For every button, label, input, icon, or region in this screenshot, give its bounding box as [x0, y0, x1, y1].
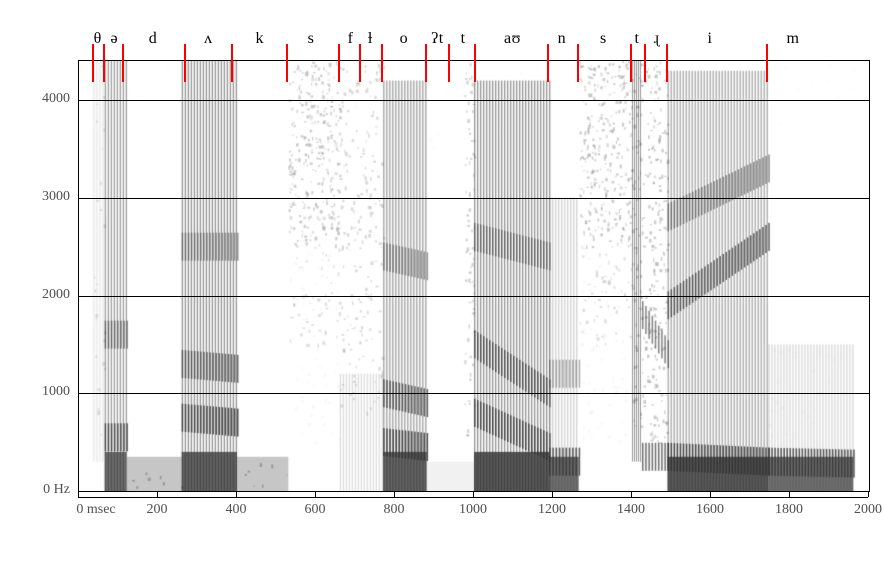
- phoneme-boundary-marker: [448, 44, 450, 82]
- phoneme-label: k: [255, 30, 264, 48]
- phoneme-label: s: [308, 30, 315, 48]
- phoneme-label: ʌ: [204, 30, 213, 48]
- phoneme-boundary-marker: [381, 44, 383, 82]
- phoneme-boundary-marker: [630, 44, 632, 82]
- y-gridline: [79, 198, 869, 199]
- phoneme-boundary-marker: [474, 44, 476, 82]
- x-tick-label: 1400: [617, 502, 645, 518]
- phoneme-label: n: [558, 30, 567, 48]
- phoneme-label: t: [461, 30, 466, 48]
- x-tick-label: 0 msec: [76, 502, 115, 518]
- x-tick-mark: [868, 491, 869, 497]
- phoneme-boundary-marker: [425, 44, 427, 82]
- x-tick-label: 800: [384, 502, 405, 518]
- phoneme-boundary-marker: [92, 44, 94, 82]
- phoneme-boundary-marker: [766, 44, 768, 82]
- phoneme-boundary-marker: [184, 44, 186, 82]
- x-tick-label: 1600: [696, 502, 724, 518]
- phoneme-boundary-marker: [577, 44, 579, 82]
- plot-area: [78, 60, 870, 492]
- phoneme-boundary-marker: [286, 44, 288, 82]
- phoneme-label: o: [400, 30, 409, 48]
- x-tick-label: 600: [305, 502, 326, 518]
- y-gridline: [79, 100, 869, 101]
- y-gridline: [79, 296, 869, 297]
- phoneme-label: ɻ: [654, 30, 660, 48]
- phoneme-boundary-marker: [547, 44, 549, 82]
- y-tick-label: 2000: [42, 287, 70, 303]
- phoneme-label: i: [708, 30, 713, 48]
- x-tick-label: 400: [226, 502, 247, 518]
- phoneme-label: ʔt: [431, 30, 444, 48]
- phoneme-boundary-marker: [359, 44, 361, 82]
- spectrogram-canvas: [79, 61, 869, 491]
- phoneme-boundary-marker: [666, 44, 668, 82]
- y-tick-label: 0 Hz: [43, 482, 70, 498]
- x-tick-label: 200: [147, 502, 168, 518]
- y-gridline: [79, 393, 869, 394]
- x-axis-ruler: [78, 497, 868, 498]
- phoneme-boundary-marker: [338, 44, 340, 82]
- x-tick-label: 1200: [538, 502, 566, 518]
- x-tick-label: 2000: [854, 502, 882, 518]
- phoneme-label: ə: [111, 30, 119, 48]
- phoneme-boundary-marker: [122, 44, 124, 82]
- phoneme-label: m: [786, 30, 799, 48]
- phoneme-label: d: [149, 30, 158, 48]
- y-tick-label: 4000: [42, 91, 70, 107]
- phoneme-label: f: [348, 30, 354, 48]
- phoneme-label: t: [634, 30, 639, 48]
- y-tick-label: 3000: [42, 189, 70, 205]
- phoneme-label: s: [600, 30, 607, 48]
- phoneme-boundary-marker: [231, 44, 233, 82]
- spectrogram-figure: 0 Hz 1000 2000 3000 4000 0 msec 200 400 600 800 10…: [0, 0, 884, 561]
- phoneme-label: ɫ: [368, 30, 373, 48]
- phoneme-label: θ: [94, 30, 102, 48]
- y-tick-label: 1000: [42, 384, 70, 400]
- phoneme-label: aʊ: [504, 30, 521, 48]
- x-tick-label: 1000: [459, 502, 487, 518]
- phoneme-boundary-marker: [644, 44, 646, 82]
- x-tick-label: 1800: [775, 502, 803, 518]
- phoneme-boundary-marker: [103, 44, 105, 82]
